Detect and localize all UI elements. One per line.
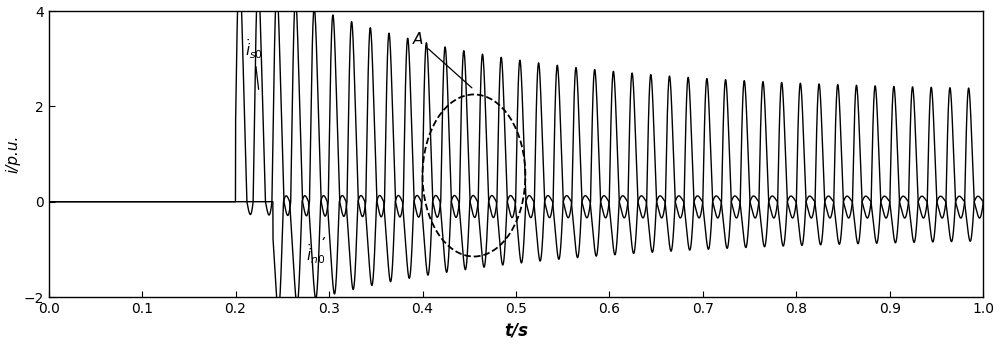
Text: A: A xyxy=(413,32,472,88)
X-axis label: t/s: t/s xyxy=(504,322,528,339)
Text: $\dot{i}_{n0}$: $\dot{i}_{n0}$ xyxy=(306,237,325,266)
Text: $\dot{i}_{s0}$: $\dot{i}_{s0}$ xyxy=(245,37,263,89)
Y-axis label: i/p.u.: i/p.u. xyxy=(6,135,21,173)
